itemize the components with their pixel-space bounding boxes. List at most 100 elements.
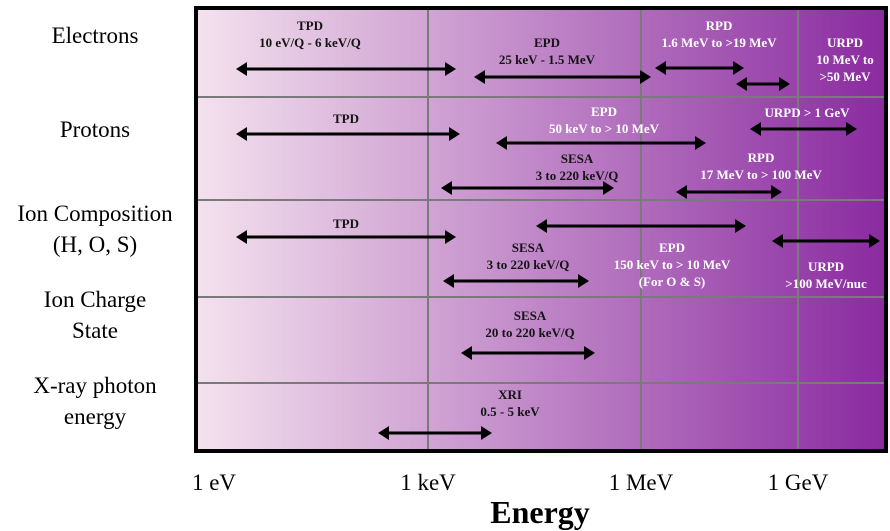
arrow-head-right <box>771 185 782 199</box>
row-label-xray: X-ray photon energy <box>0 370 190 432</box>
instrument-label-line: TPD <box>333 216 359 231</box>
arrow-head-left <box>236 230 247 244</box>
arrow-head-right <box>695 136 706 150</box>
arrow-ioncomp-tpd <box>236 230 456 244</box>
instrument-label-line: 10 eV/Q - 6 keV/Q <box>259 35 361 50</box>
instrument-label-protons-tpd: TPD <box>333 110 359 127</box>
instrument-label-ioncomp-tpd: TPD <box>333 215 359 232</box>
arrow-head-right <box>445 230 456 244</box>
arrow-head-right <box>578 274 589 288</box>
instrument-label-xray-xri: XRI 0.5 - 5 keV <box>480 386 539 420</box>
arrow-electrons-rpd <box>655 61 744 75</box>
instrument-label-ioncharge-sesa: SESA 20 to 220 keV/Q <box>485 307 574 341</box>
instrument-label-ioncomp-urpd: URPD >100 MeV/nuc <box>785 258 866 292</box>
instrument-label-line: TPD <box>333 111 359 126</box>
chart-background <box>196 8 886 451</box>
arrow-head-left <box>496 136 507 150</box>
arrow-head-left <box>461 346 472 360</box>
arrow-head-left <box>772 234 783 248</box>
instrument-label-line: XRI <box>498 387 522 402</box>
instrument-label-line: 17 MeV to > 100 MeV <box>700 167 822 182</box>
arrow-protons-tpd <box>236 127 460 141</box>
arrow-head-right <box>869 234 880 248</box>
instrument-label-line: 25 keV - 1.5 MeV <box>498 52 596 67</box>
instrument-label-line: 20 to 220 keV/Q <box>485 325 575 340</box>
instrument-label-line: EPD <box>533 35 560 50</box>
instrument-label-protons-urpd: URPD > 1 GeV <box>764 104 849 121</box>
instrument-label-line: 0.5 - 5 keV <box>480 404 540 419</box>
arrow-ioncomp-urpd <box>772 234 880 248</box>
chart-frame <box>194 6 888 453</box>
instrument-label-protons-sesa: SESA 3 to 220 keV/Q <box>536 150 619 184</box>
arrow-head-left <box>736 77 747 91</box>
row-label-line: State <box>72 318 118 343</box>
arrow-ioncharge-sesa <box>461 346 595 360</box>
instrument-label-protons-rpd: RPD 17 MeV to > 100 MeV <box>700 149 822 183</box>
arrow-ioncomp-sesa <box>443 274 589 288</box>
row-label-line: Ion Composition <box>17 201 173 226</box>
instrument-label-line: SESA <box>560 151 594 166</box>
axis-tick-1mev: 1 MeV <box>608 470 674 495</box>
instrument-label-line: RPD <box>705 18 733 33</box>
arrow-electrons-urpd <box>736 77 790 91</box>
arrow-head-left <box>655 61 666 75</box>
instrument-label-electrons-epd: EPD 25 keV - 1.5 MeV <box>499 34 595 68</box>
instrument-label-line: TPD <box>296 18 323 33</box>
instrument-label-line: 3 to 220 keV/Q <box>486 257 570 272</box>
arrow-protons-urpd <box>750 122 857 136</box>
instrument-label-protons-epd: EPD 50 keV to > 10 MeV <box>549 103 659 137</box>
instrument-label-line: >100 MeV/nuc <box>785 276 867 291</box>
instrument-label-electrons-urpd: URPD 10 MeV to >50 MeV <box>816 34 874 85</box>
axis-tick-1gev: 1 GeV <box>767 470 829 495</box>
arrow-head-right <box>449 127 460 141</box>
instrument-label-line: EPD <box>590 104 617 119</box>
arrow-head-left <box>236 127 247 141</box>
axis-title: Energy <box>490 494 590 530</box>
arrow-head-right <box>733 61 744 75</box>
arrow-xray-xri <box>378 426 492 440</box>
row-label-ion-composition: Ion Composition (H, O, S) <box>0 198 190 260</box>
instrument-label-line: 50 keV to > 10 MeV <box>548 121 660 136</box>
arrow-head-left <box>474 70 485 84</box>
arrow-ioncomp-epd <box>536 219 746 233</box>
arrow-head-left <box>536 219 547 233</box>
arrow-protons-sesa <box>441 181 614 195</box>
arrow-head-right <box>846 122 857 136</box>
instrument-label-line: URPD <box>807 259 845 274</box>
instrument-label-line: 10 MeV to <box>816 52 874 67</box>
instrument-label-line: SESA <box>511 240 545 255</box>
range-arrows <box>236 61 880 440</box>
arrow-head-left <box>750 122 761 136</box>
arrow-head-right <box>584 346 595 360</box>
instrument-label-line: URPD <box>826 35 864 50</box>
row-label-line: X-ray photon <box>33 373 157 398</box>
axis-tick-1ev: 1 eV <box>191 470 237 495</box>
arrow-head-left <box>676 185 687 199</box>
instrument-label-line: 1.6 MeV to >19 MeV <box>661 35 777 50</box>
row-label-line: energy <box>63 404 127 429</box>
arrow-protons-epd <box>496 136 706 150</box>
instrument-label-line: 150 keV to > 10 MeV <box>613 257 731 272</box>
instrument-label-line: (For O & S) <box>638 274 706 289</box>
instrument-label-line: RPD <box>747 150 775 165</box>
arrow-head-left <box>441 181 452 195</box>
instrument-label-line: EPD <box>658 240 685 255</box>
arrow-head-left <box>378 426 389 440</box>
arrow-head-right <box>603 181 614 195</box>
axis-tick-1kev: 1 keV <box>400 470 456 495</box>
row-label-protons: Protons <box>0 114 190 145</box>
row-label-line: Protons <box>59 117 131 142</box>
instrument-label-electrons-tpd: TPD 10 eV/Q - 6 keV/Q <box>259 17 361 51</box>
arrow-protons-rpd <box>676 185 782 199</box>
arrow-head-left <box>443 274 454 288</box>
arrow-head-right <box>640 70 651 84</box>
arrow-head-right <box>445 62 456 76</box>
arrow-head-left <box>236 62 247 76</box>
arrow-head-right <box>735 219 746 233</box>
instrument-label-line: SESA <box>513 308 547 323</box>
instrument-label-line: 3 to 220 keV/Q <box>535 168 619 183</box>
arrow-electrons-epd <box>474 70 651 84</box>
instrument-label-ioncomp-sesa: SESA 3 to 220 keV/Q <box>487 239 570 273</box>
instrument-label-line: URPD > 1 GeV <box>764 105 850 120</box>
